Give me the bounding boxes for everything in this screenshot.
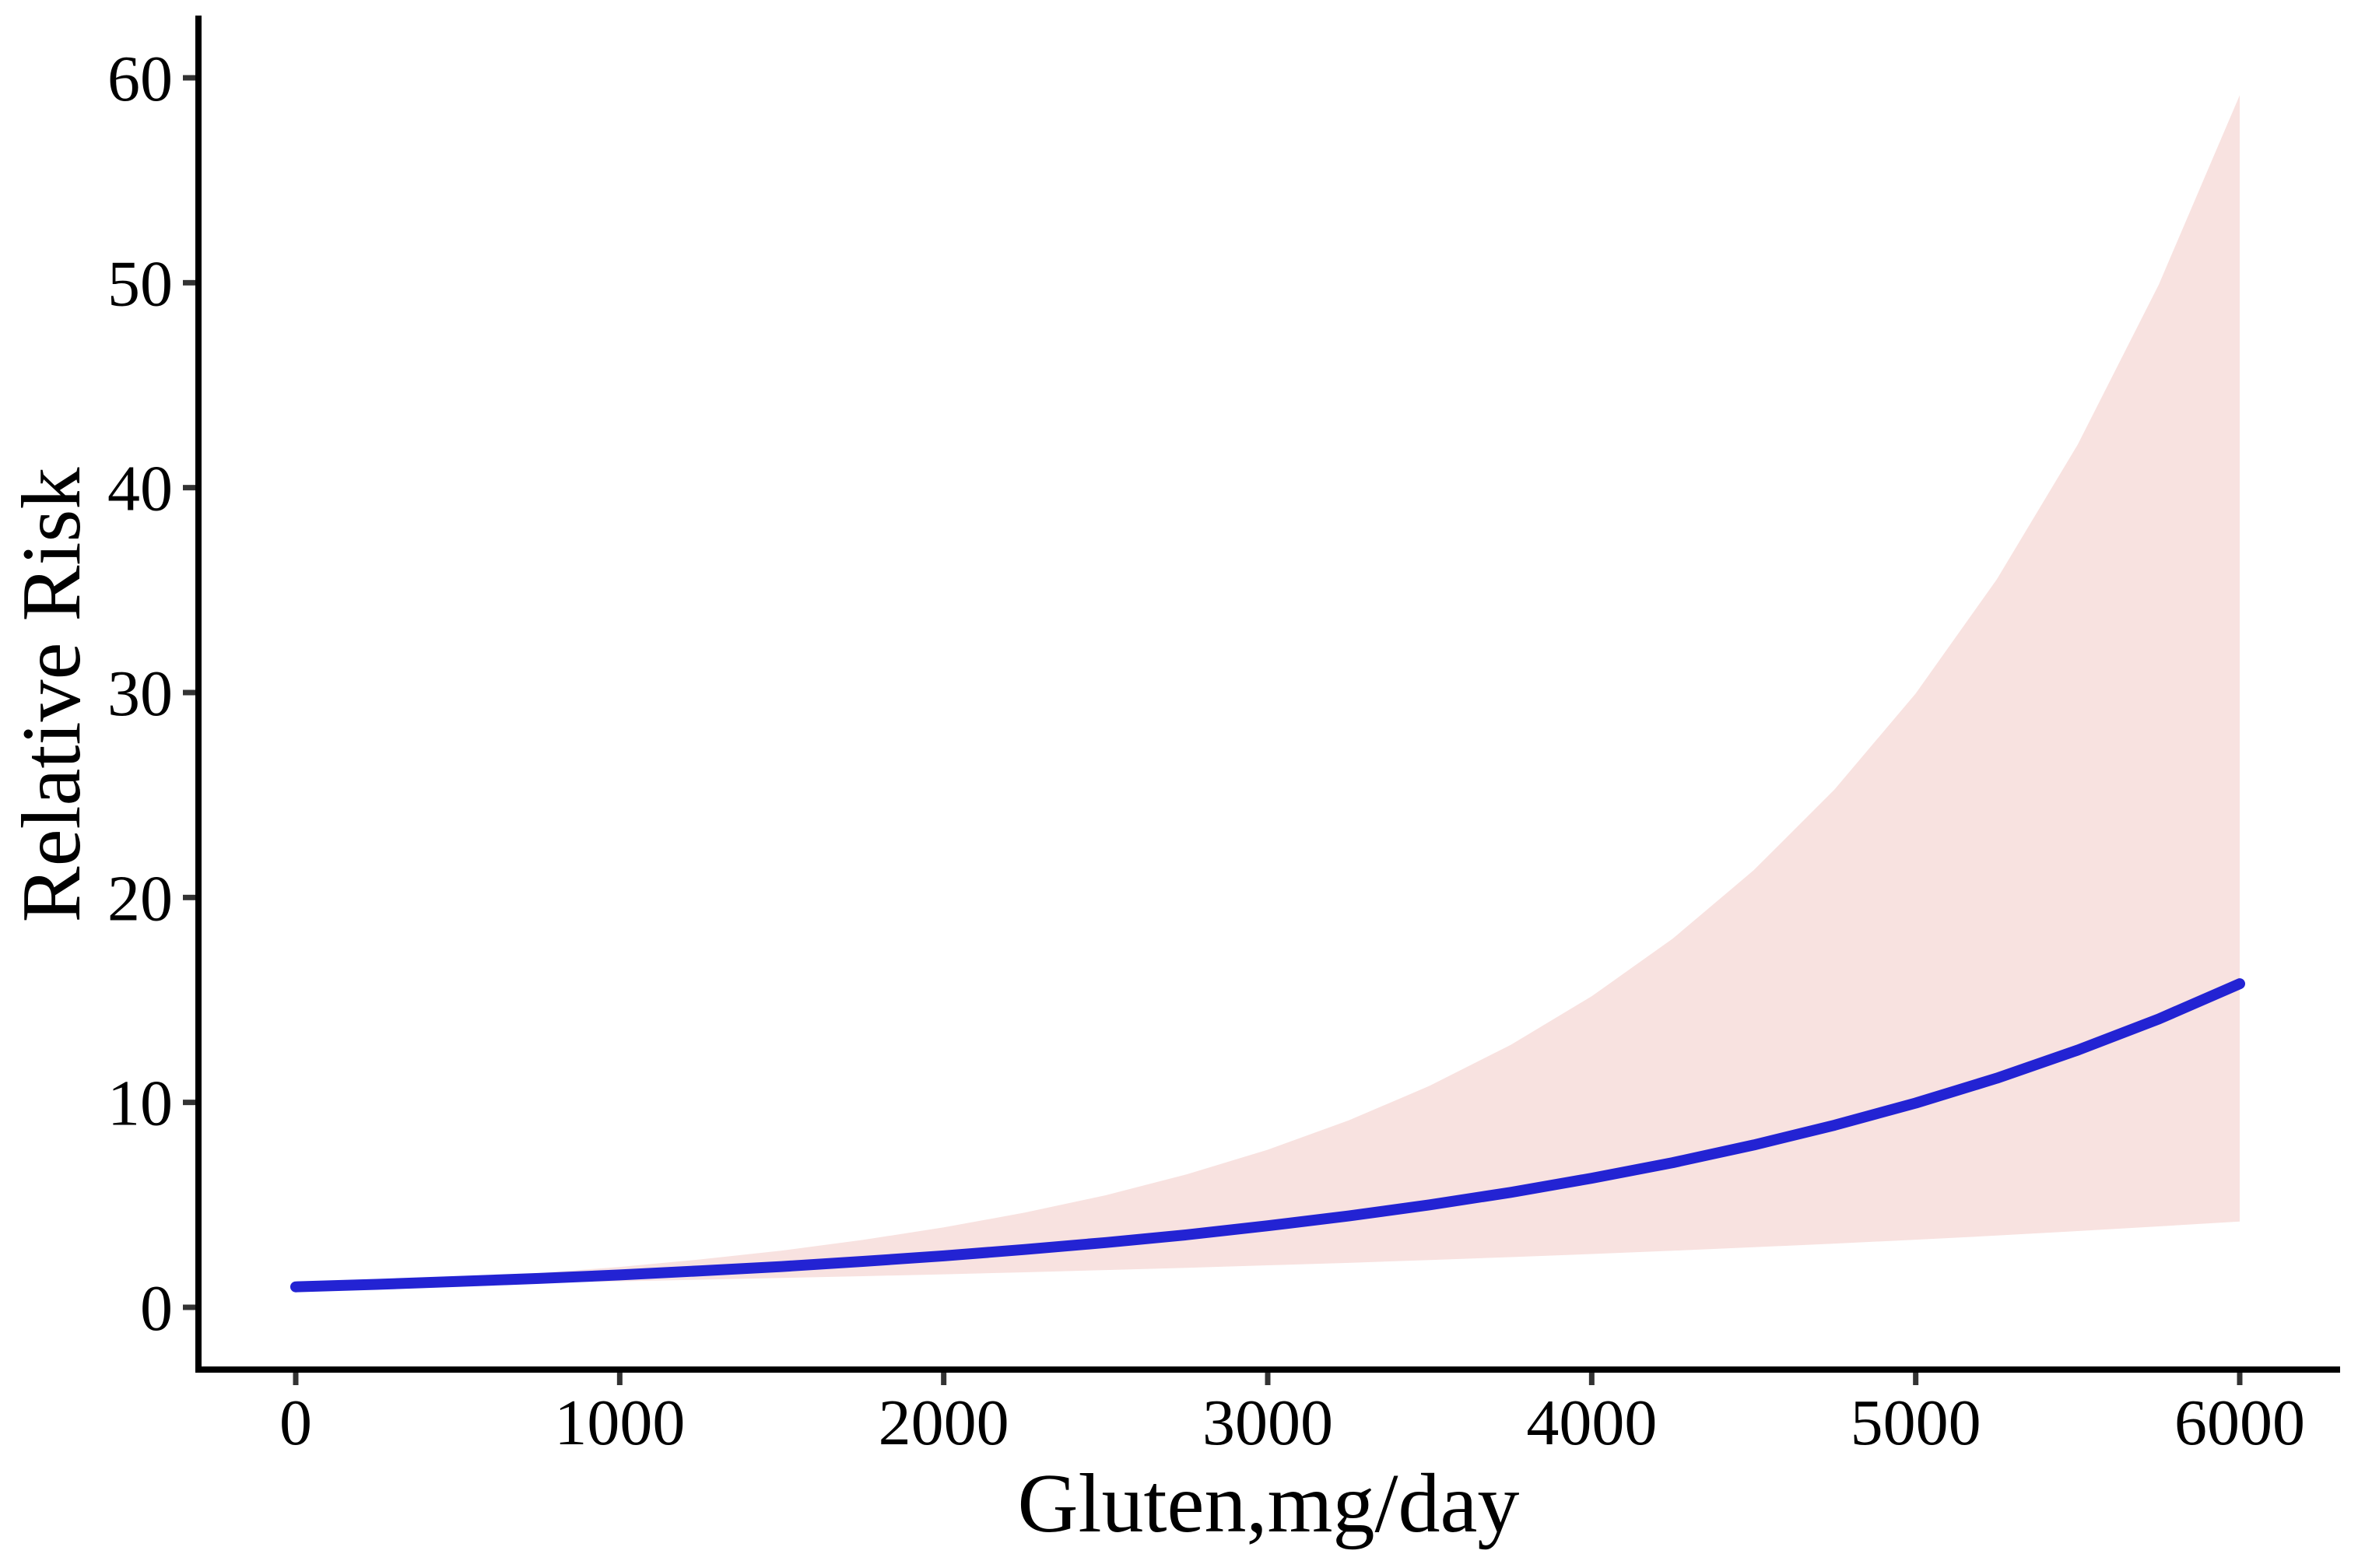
y-tick-label: 40 xyxy=(107,453,173,525)
y-tick-label: 0 xyxy=(140,1272,173,1345)
y-tick-mark xyxy=(183,1100,195,1106)
x-axis-line xyxy=(195,1366,2340,1373)
x-tick-label: 1000 xyxy=(554,1387,685,1459)
y-axis-ticks xyxy=(183,75,195,1310)
x-tick-label: 6000 xyxy=(2174,1387,2305,1459)
risk-curve-line xyxy=(290,978,2245,1293)
x-axis-tick-labels: 0 1000 2000 3000 4000 5000 6000 xyxy=(279,1387,2305,1459)
y-tick-label: 20 xyxy=(107,862,173,935)
x-axis-ticks xyxy=(293,1373,2243,1385)
x-tick-mark xyxy=(1265,1373,1271,1385)
y-tick-mark xyxy=(183,75,195,81)
x-tick-mark xyxy=(2237,1373,2243,1385)
confidence-band-area xyxy=(296,95,2240,1287)
y-tick-mark xyxy=(183,279,195,286)
x-tick-label: 5000 xyxy=(1851,1387,1981,1459)
y-tick-label: 30 xyxy=(107,658,173,730)
x-tick-mark xyxy=(293,1373,299,1385)
x-tick-label: 2000 xyxy=(879,1387,1009,1459)
y-tick-mark xyxy=(183,485,195,491)
y-tick-mark xyxy=(183,689,195,696)
y-axis-tick-labels: 0 10 20 30 40 50 60 xyxy=(107,43,173,1345)
y-tick-mark xyxy=(183,1304,195,1310)
y-tick-label: 60 xyxy=(107,43,173,115)
y-axis-line xyxy=(195,16,202,1373)
y-tick-label: 10 xyxy=(107,1068,173,1140)
y-axis-title: Relative Risk xyxy=(5,468,98,923)
x-tick-mark xyxy=(1588,1373,1595,1385)
x-tick-label: 4000 xyxy=(1526,1387,1657,1459)
x-axis-title: Gluten,mg/day xyxy=(1018,1458,1520,1550)
y-tick-mark xyxy=(183,894,195,900)
x-tick-label: 0 xyxy=(279,1387,312,1459)
y-tick-label: 50 xyxy=(107,247,173,320)
x-tick-mark xyxy=(941,1373,947,1385)
x-tick-mark xyxy=(616,1373,623,1385)
x-tick-label: 3000 xyxy=(1202,1387,1333,1459)
x-tick-mark xyxy=(1913,1373,1919,1385)
